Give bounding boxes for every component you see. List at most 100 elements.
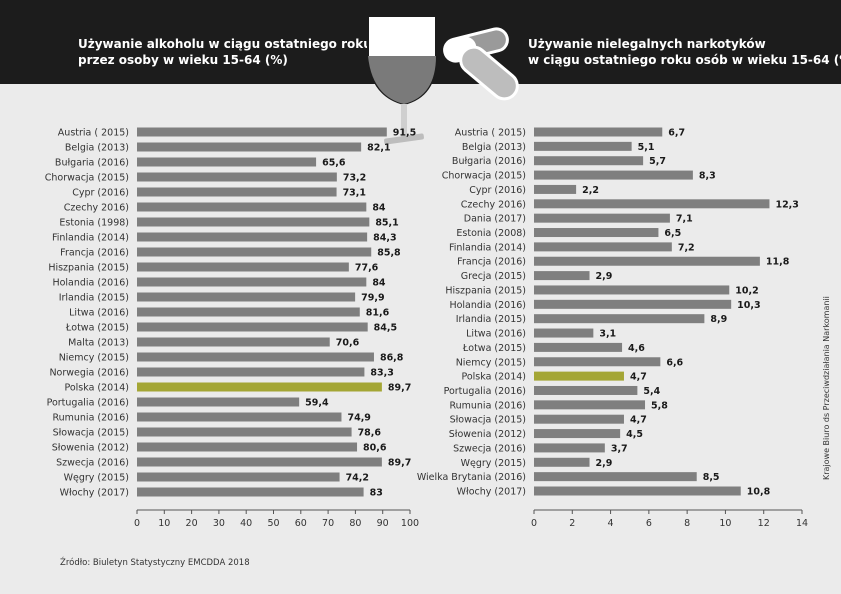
x-tick-label: 12	[758, 518, 770, 529]
category-label: Austria ( 2015)	[455, 128, 526, 139]
drugs-chart-title: Używanie nielegalnych narkotyków w ciągu…	[528, 36, 841, 68]
value-label: 5,8	[651, 400, 668, 411]
category-label: Hiszpania (2015)	[445, 285, 526, 296]
category-label: Czechy 2016)	[461, 199, 526, 210]
category-label: Rumunia (2016)	[449, 400, 526, 411]
x-tick-label: 20	[186, 518, 198, 529]
bar	[137, 412, 342, 422]
value-label: 84	[372, 278, 386, 289]
bar	[534, 342, 623, 352]
value-label: 7,2	[678, 242, 695, 253]
x-tick-label: 50	[267, 518, 279, 529]
bar	[534, 299, 732, 309]
x-tick-label: 10	[158, 518, 170, 529]
value-label: 80,6	[363, 443, 387, 454]
category-label: Węgry (2015)	[64, 473, 129, 484]
category-label: Francja (2016)	[60, 248, 129, 259]
x-tick-label: 10	[719, 518, 731, 529]
value-label: 4,7	[630, 415, 647, 426]
bar	[534, 443, 605, 453]
source-note: Źródło: Biuletyn Statystyczny EMCDDA 201…	[60, 558, 250, 568]
bar	[137, 487, 364, 497]
category-label: Malta (2013)	[68, 338, 129, 349]
value-label: 81,6	[366, 308, 390, 319]
alcohol-title-line-2: przez osoby w wieku 15-64 (%)	[78, 53, 288, 67]
value-label: 89,7	[388, 458, 411, 469]
category-label: Wielka Brytania (2016)	[417, 472, 526, 483]
value-label: 11,8	[766, 257, 790, 268]
bar	[137, 457, 382, 467]
value-label: 12,3	[775, 199, 798, 210]
x-tick-label: 100	[401, 518, 419, 529]
value-label: 8,9	[710, 314, 727, 325]
value-label: 3,1	[599, 329, 616, 340]
category-label: Grecja (2015)	[461, 271, 526, 282]
bar	[137, 322, 368, 332]
x-tick-label: 60	[295, 518, 307, 529]
x-tick-label: 2	[569, 518, 575, 529]
alcohol-title-line-1: Używanie alkoholu w ciągu ostatniego rok…	[78, 37, 372, 51]
value-label: 6,7	[668, 128, 685, 139]
category-label: Portugalia (2016)	[47, 398, 129, 409]
bar	[534, 271, 590, 281]
bar	[137, 442, 358, 452]
category-label: Szwecja (2016)	[453, 443, 526, 454]
category-label: Holandia (2016)	[449, 300, 526, 311]
category-label: Francja (2016)	[457, 257, 526, 268]
value-label: 65,6	[322, 158, 346, 169]
value-label: 2,9	[596, 271, 613, 282]
value-label: 2,9	[596, 458, 613, 469]
bar	[534, 184, 577, 194]
bar	[137, 337, 330, 347]
category-label: Słowenia (2012)	[449, 429, 526, 440]
bar	[534, 357, 661, 367]
value-label: 5,1	[638, 142, 655, 153]
value-label: 83	[370, 488, 383, 499]
bar	[137, 427, 352, 437]
value-label: 83,3	[370, 368, 393, 379]
category-label: Litwa (2016)	[69, 308, 129, 319]
category-label: Irlandia (2015)	[456, 314, 526, 325]
bar	[534, 457, 590, 467]
value-label: 5,7	[649, 156, 666, 167]
credit-note: Krajowe Biuro ds Przeciwdziałania Narkom…	[822, 296, 831, 480]
drugs-title-line-1: Używanie nielegalnych narkotyków	[528, 37, 766, 51]
value-label: 77,6	[355, 263, 379, 274]
value-label: 4,6	[628, 343, 645, 354]
x-tick-label: 40	[240, 518, 252, 529]
category-label: Polska (2014)	[64, 383, 129, 394]
bar	[534, 256, 760, 266]
bar	[137, 187, 337, 197]
bar	[137, 262, 349, 272]
category-label: Łotwa (2015)	[462, 343, 526, 354]
bar	[534, 472, 697, 482]
value-label: 4,5	[626, 429, 643, 440]
bar	[534, 213, 670, 223]
value-label: 84,3	[373, 233, 396, 244]
bar	[137, 292, 356, 302]
value-label: 85,8	[377, 248, 401, 259]
value-label: 89,7	[388, 383, 411, 394]
value-label: 4,7	[630, 372, 647, 383]
bar	[137, 472, 340, 482]
value-label: 10,8	[747, 487, 771, 498]
bar-highlight	[534, 371, 624, 381]
bar	[137, 277, 367, 287]
bar	[534, 400, 646, 410]
value-label: 74,9	[347, 413, 370, 424]
alcohol-chart-title: Używanie alkoholu w ciągu ostatniego rok…	[78, 36, 372, 68]
pills-icon	[443, 27, 519, 101]
bar	[137, 307, 360, 317]
value-label: 10,3	[737, 300, 760, 311]
category-label: Niemcy (2015)	[59, 353, 129, 364]
value-label: 6,6	[666, 357, 683, 368]
value-label: 59,4	[305, 398, 329, 409]
value-label: 10,2	[735, 285, 758, 296]
category-label: Portugalia (2016)	[444, 386, 526, 397]
value-label: 79,9	[361, 293, 384, 304]
x-tick-label: 4	[608, 518, 614, 529]
category-label: Niemcy (2015)	[456, 357, 526, 368]
bar	[137, 397, 300, 407]
bar	[137, 157, 317, 167]
value-label: 86,8	[380, 353, 404, 364]
